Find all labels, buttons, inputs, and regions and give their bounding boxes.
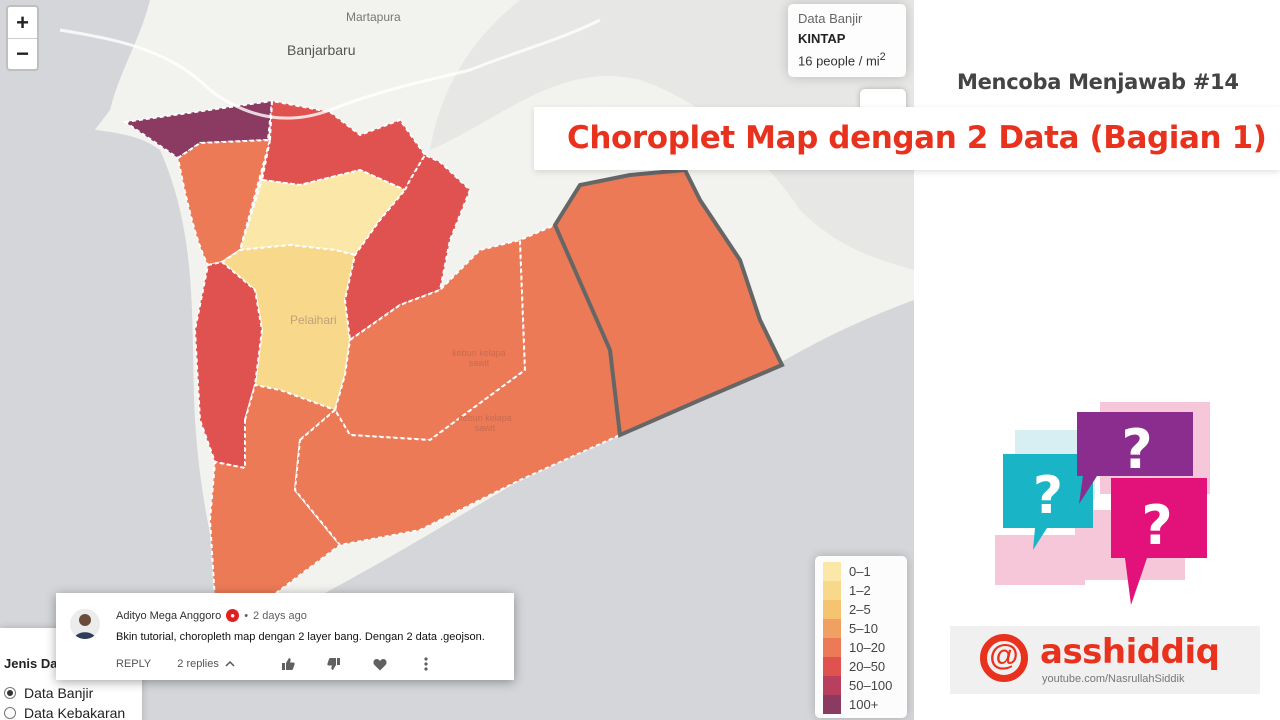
city-label-pelaihari: Pelaihari xyxy=(290,313,337,327)
avatar xyxy=(70,609,100,639)
legend-swatch xyxy=(823,676,841,695)
legend-label: 1–2 xyxy=(849,583,871,598)
legend-row: 0–1 xyxy=(823,562,899,581)
legend-label: 10–20 xyxy=(849,640,886,655)
zoom-in-button[interactable]: + xyxy=(16,9,29,35)
control-title: Jenis Data xyxy=(4,656,70,671)
option-label: Data Kebakaran xyxy=(24,705,126,720)
area-label-kebun-1: kebun kelapa sawit xyxy=(444,348,514,368)
legend-label: 2–5 xyxy=(849,602,871,617)
title-banner: Choroplet Map dengan 2 Data (Bagian 1) xyxy=(534,107,1280,170)
legend-row: 50–100 xyxy=(823,676,899,695)
heart-button[interactable] xyxy=(357,658,403,671)
svg-text:?: ? xyxy=(1121,418,1152,481)
info-value-text: 16 people / mi xyxy=(798,53,880,69)
radio-icon[interactable] xyxy=(4,687,16,699)
radio-icon[interactable] xyxy=(4,707,16,719)
info-value-sup: 2 xyxy=(879,51,886,63)
question-bubbles-icon: ? ? ? xyxy=(995,402,1210,605)
legend-swatch xyxy=(823,619,841,638)
svg-text:?: ? xyxy=(1141,494,1172,557)
channel-url: youtube.com/NasrullahSiddik xyxy=(1042,673,1185,685)
legend-row: 1–2 xyxy=(823,581,899,600)
area-label-line: kebun kelapa xyxy=(458,413,512,423)
legend-row: 2–5 xyxy=(823,600,899,619)
legend-swatch xyxy=(823,695,841,714)
comment-time[interactable]: 2 days ago xyxy=(253,609,307,622)
heart-icon xyxy=(373,658,387,670)
area-label-line: sawit xyxy=(474,423,496,433)
option-data-kebakaran[interactable]: Data Kebakaran xyxy=(4,705,138,720)
zoom-out-button[interactable]: − xyxy=(8,38,37,69)
meta-separator: • xyxy=(244,609,249,622)
legend-swatch xyxy=(823,600,841,619)
legend-label: 20–50 xyxy=(849,659,886,674)
region-top-left xyxy=(122,99,274,160)
sea-area-west xyxy=(0,100,230,720)
at-symbol: @ xyxy=(989,639,1019,672)
replies-label: 2 replies xyxy=(177,658,219,670)
reply-button[interactable]: REPLY xyxy=(116,658,152,670)
map-canvas[interactable] xyxy=(0,0,914,720)
lock-icon: ● xyxy=(226,609,240,622)
legend-row: 20–50 xyxy=(823,657,899,676)
comment-meta: Adityo Mega Anggoro ● • 2 days ago xyxy=(116,609,307,622)
chevron-up-icon xyxy=(225,660,235,667)
more-options-button[interactable] xyxy=(403,657,449,671)
comment-text: Bkin tutorial, choropleth map dengan 2 l… xyxy=(116,631,485,643)
map-legend: 0–1 1–2 2–5 5–10 10–20 20–50 50–100 100+ xyxy=(815,556,907,718)
region-southwest xyxy=(208,383,342,622)
legend-label: 100+ xyxy=(849,697,879,712)
kebab-menu-icon xyxy=(424,657,428,671)
area-label-kebun-2: kebun kelapa sawit xyxy=(450,413,520,433)
info-value: 16 people / mi2 xyxy=(798,51,896,68)
legend-label: 5–10 xyxy=(849,621,878,636)
video-title: Choroplet Map dengan 2 Data (Bagian 1) xyxy=(567,120,1267,156)
legend-label: 50–100 xyxy=(849,678,893,693)
city-label-martapura: Martapura xyxy=(346,10,401,24)
option-data-banjir[interactable]: Data Banjir xyxy=(4,685,138,701)
legend-swatch xyxy=(823,562,841,581)
region-east-north xyxy=(343,153,472,342)
area-label-line: kebun kelapa xyxy=(452,348,506,358)
info-heading: Data Banjir xyxy=(798,11,863,26)
svg-text:?: ? xyxy=(1033,466,1063,526)
thumbs-up-icon xyxy=(281,658,295,670)
legend-label: 0–1 xyxy=(849,564,871,579)
region-south-central xyxy=(293,223,622,547)
replies-toggle[interactable]: 2 replies xyxy=(177,658,235,670)
series-title: Mencoba Menjawab #14 xyxy=(957,70,1239,94)
channel-brand: @ asshiddiq youtube.com/NasrullahSiddik xyxy=(950,626,1260,694)
comment-actions: REPLY 2 replies xyxy=(116,657,449,671)
at-symbol-logo: @ xyxy=(980,634,1028,682)
legend-row: 10–20 xyxy=(823,638,899,657)
legend-row: 100+ xyxy=(823,695,899,714)
option-label: Data Banjir xyxy=(24,685,94,701)
info-box: Data Banjir KINTAP 16 people / mi2 xyxy=(788,4,906,77)
road-line-2 xyxy=(329,18,601,112)
area-label-line: sawit xyxy=(468,358,490,368)
channel-name: asshiddiq xyxy=(1040,632,1220,672)
dislike-button[interactable] xyxy=(311,657,357,671)
youtube-comment: Adityo Mega Anggoro ● • 2 days ago Bkin … xyxy=(56,593,514,680)
legend-swatch xyxy=(823,581,841,600)
city-label-banjarbaru: Banjarbaru xyxy=(287,42,356,58)
info-district: KINTAP xyxy=(798,31,846,46)
like-button[interactable] xyxy=(265,657,311,671)
region-kintap xyxy=(552,167,785,438)
thumbs-down-icon xyxy=(327,658,340,670)
legend-swatch xyxy=(823,657,841,676)
legend-row: 5–10 xyxy=(823,619,899,638)
legend-swatch xyxy=(823,638,841,657)
road-line xyxy=(59,28,331,120)
avatar-person-icon xyxy=(70,609,100,639)
zoom-control: + − xyxy=(6,5,39,71)
comment-author[interactable]: Adityo Mega Anggoro xyxy=(116,609,222,622)
